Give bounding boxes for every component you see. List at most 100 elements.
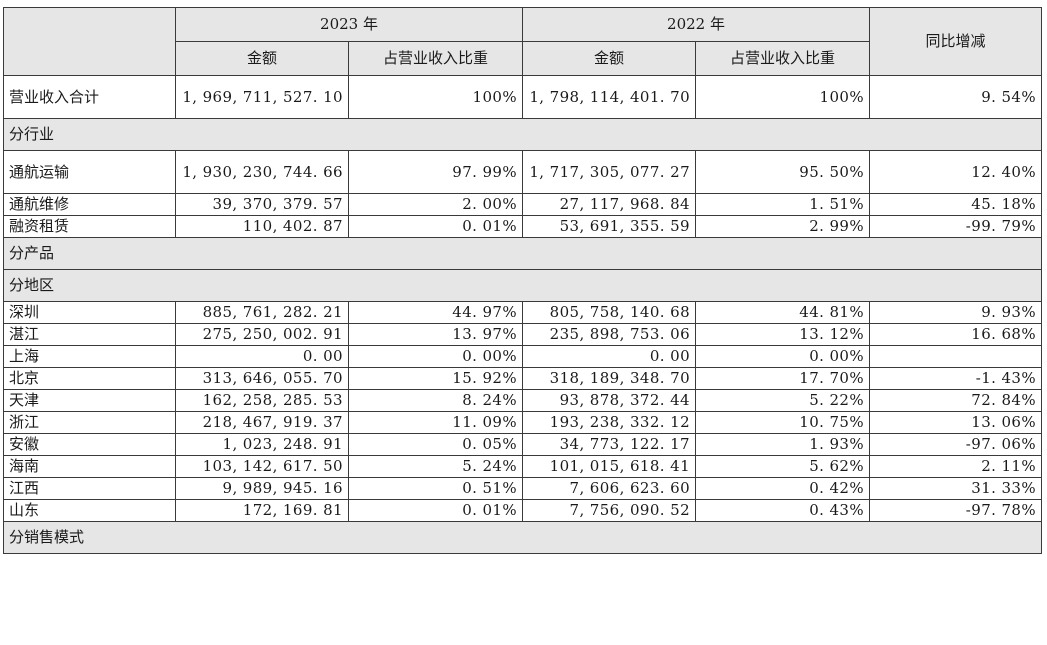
share-2023: 0. 01%: [347, 215, 524, 238]
row-label: 山东: [3, 499, 176, 522]
row-label: 天津: [3, 389, 176, 412]
share-2022: 2. 99%: [695, 215, 871, 238]
table-row: 上海 0. 00 0. 00% 0. 00 0. 00%: [3, 345, 1043, 368]
header-year-2022: 2022 年: [522, 7, 871, 42]
amount-2022: 1, 798, 114, 401. 70: [522, 75, 697, 119]
yoy-change: 2. 11%: [869, 455, 1043, 478]
share-2022: 5. 22%: [695, 389, 871, 412]
row-label: 深圳: [3, 301, 176, 324]
amount-2022: 93, 878, 372. 44: [522, 389, 697, 412]
header-year-2023: 2023 年: [174, 7, 524, 42]
amount-2022: 53, 691, 355. 59: [522, 215, 697, 238]
amount-2022: 27, 117, 968. 84: [522, 193, 697, 216]
table-row: 融资租赁 110, 402. 87 0. 01% 53, 691, 355. 5…: [3, 215, 1043, 238]
row-label: 北京: [3, 367, 176, 390]
amount-2023: 110, 402. 87: [175, 215, 349, 238]
amount-2022: 193, 238, 332. 12: [522, 411, 697, 434]
header-yoy-change: 同比增减: [869, 7, 1043, 76]
share-2022: 1. 93%: [695, 433, 871, 456]
section-by-industry: 分行业: [2, 118, 1043, 151]
yoy-change: 72. 84%: [869, 389, 1043, 412]
amount-2023: 1, 023, 248. 91: [175, 433, 349, 456]
section-row: 分产品: [2, 237, 1043, 270]
header-amount-2022: 金额: [522, 41, 697, 76]
share-2022: 0. 00%: [695, 345, 871, 368]
amount-2022: 7, 606, 623. 60: [522, 477, 697, 500]
table-row: 江西 9, 989, 945. 16 0. 51% 7, 606, 623. 6…: [3, 477, 1043, 500]
amount-2023: 218, 467, 919. 37: [175, 411, 349, 434]
table-row: 天津 162, 258, 285. 53 8. 24% 93, 878, 372…: [3, 389, 1043, 412]
share-2022: 0. 42%: [695, 477, 871, 500]
table-row: 通航维修 39, 370, 379. 57 2. 00% 27, 117, 96…: [3, 193, 1043, 216]
yoy-change: 9. 93%: [869, 301, 1043, 324]
yoy-change: [869, 345, 1043, 368]
share-2022: 100%: [695, 75, 871, 119]
table-row: 山东 172, 169. 81 0. 01% 7, 756, 090. 52 0…: [3, 499, 1043, 522]
yoy-change: 9. 54%: [869, 75, 1043, 119]
share-2023: 2. 00%: [347, 193, 524, 216]
table-row: 深圳 885, 761, 282. 21 44. 97% 805, 758, 1…: [3, 301, 1043, 324]
share-2022: 1. 51%: [695, 193, 871, 216]
amount-2023: 39, 370, 379. 57: [175, 193, 349, 216]
row-label: 上海: [3, 345, 176, 368]
amount-2023: 103, 142, 617. 50: [175, 455, 349, 478]
row-label: 营业收入合计: [3, 75, 176, 119]
header-blank: [3, 7, 176, 76]
share-2023: 44. 97%: [347, 301, 524, 324]
header-share-2022: 占营业收入比重: [695, 41, 871, 76]
share-2022: 95. 50%: [695, 150, 871, 194]
section-row: 分销售模式: [2, 521, 1043, 554]
yoy-change: -97. 78%: [869, 499, 1043, 522]
amount-2022: 235, 898, 753. 06: [522, 323, 697, 346]
yoy-change: 13. 06%: [869, 411, 1043, 434]
share-2023: 5. 24%: [347, 455, 524, 478]
total-row: 营业收入合计 1, 969, 711, 527. 10 100% 1, 798,…: [3, 75, 1043, 119]
row-label: 通航运输: [3, 150, 176, 194]
yoy-change: -1. 43%: [869, 367, 1043, 390]
table-row: 北京 313, 646, 055. 70 15. 92% 318, 189, 3…: [3, 367, 1043, 390]
share-2023: 0. 51%: [347, 477, 524, 500]
share-2023: 0. 00%: [347, 345, 524, 368]
share-2022: 5. 62%: [695, 455, 871, 478]
share-2023: 8. 24%: [347, 389, 524, 412]
yoy-change: 16. 68%: [869, 323, 1043, 346]
section-by-region: 分地区: [2, 269, 1043, 302]
amount-2023: 1, 969, 711, 527. 10: [175, 75, 349, 119]
yoy-change: -99. 79%: [869, 215, 1043, 238]
row-label: 海南: [3, 455, 176, 478]
amount-2023: 1, 930, 230, 744. 66: [175, 150, 349, 194]
section-row: 分行业: [2, 118, 1043, 151]
row-label: 融资租赁: [3, 215, 176, 238]
share-2023: 11. 09%: [347, 411, 524, 434]
section-by-sales-mode: 分销售模式: [2, 521, 1043, 554]
amount-2022: 34, 773, 122. 17: [522, 433, 697, 456]
yoy-change: -97. 06%: [869, 433, 1043, 456]
share-2023: 100%: [347, 75, 524, 119]
share-2022: 44. 81%: [695, 301, 871, 324]
amount-2023: 9, 989, 945. 16: [175, 477, 349, 500]
row-label: 江西: [3, 477, 176, 500]
row-label: 安徽: [3, 433, 176, 456]
table-row: 海南 103, 142, 617. 50 5. 24% 101, 015, 61…: [3, 455, 1043, 478]
row-label: 通航维修: [3, 193, 176, 216]
amount-2022: 0. 00: [522, 345, 697, 368]
share-2022: 13. 12%: [695, 323, 871, 346]
amount-2022: 7, 756, 090. 52: [522, 499, 697, 522]
share-2023: 15. 92%: [347, 367, 524, 390]
share-2023: 97. 99%: [347, 150, 524, 194]
amount-2023: 885, 761, 282. 21: [175, 301, 349, 324]
share-2023: 0. 05%: [347, 433, 524, 456]
share-2022: 0. 43%: [695, 499, 871, 522]
table-row: 安徽 1, 023, 248. 91 0. 05% 34, 773, 122. …: [3, 433, 1043, 456]
amount-2023: 0. 00: [175, 345, 349, 368]
header-amount-2023: 金额: [175, 41, 349, 76]
row-label: 浙江: [3, 411, 176, 434]
header-share-2023: 占营业收入比重: [347, 41, 524, 76]
amount-2022: 1, 717, 305, 077. 27: [522, 150, 697, 194]
share-2023: 0. 01%: [347, 499, 524, 522]
amount-2022: 101, 015, 618. 41: [522, 455, 697, 478]
amount-2022: 805, 758, 140. 68: [522, 301, 697, 324]
row-label: 湛江: [3, 323, 176, 346]
section-row: 分地区: [2, 269, 1043, 302]
share-2022: 10. 75%: [695, 411, 871, 434]
